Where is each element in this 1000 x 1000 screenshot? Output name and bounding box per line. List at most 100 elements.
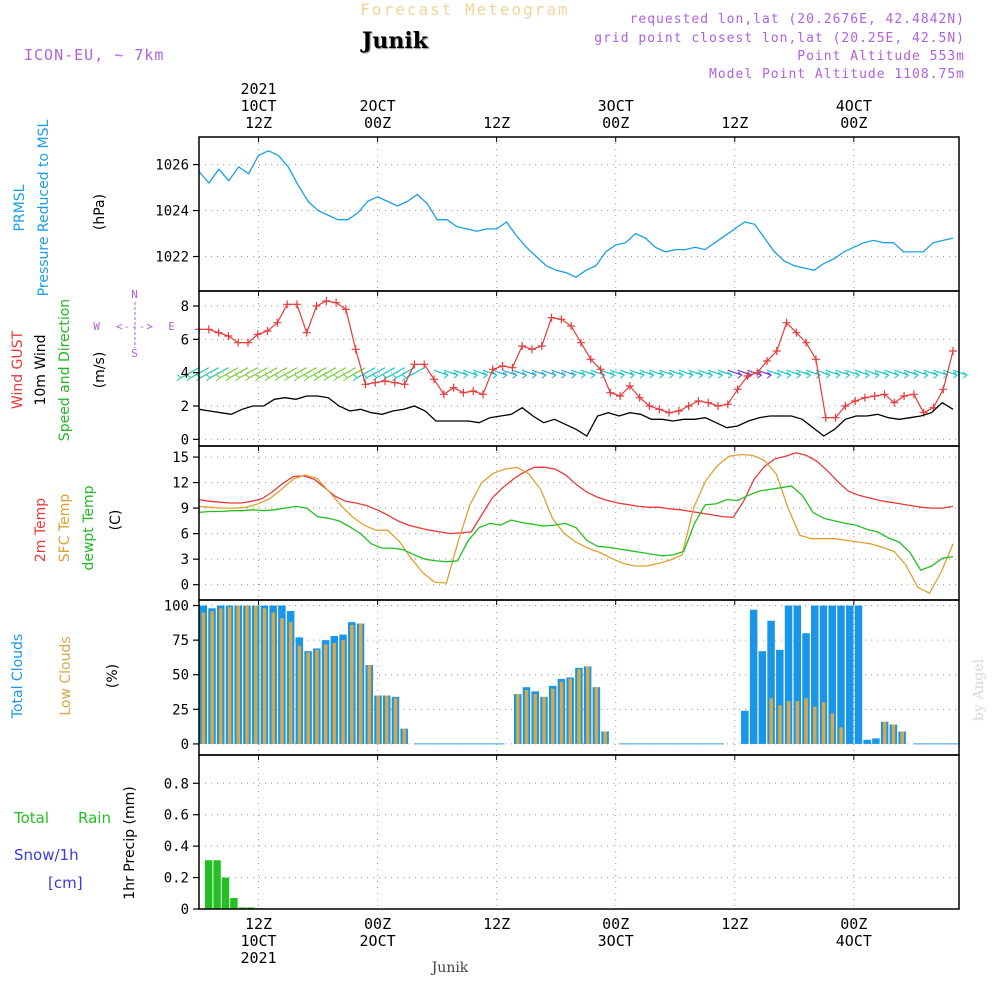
wind-direction-arrow <box>463 369 479 379</box>
bottom-time-label: 2021 <box>240 949 276 967</box>
clouds-ytick-label: 50 <box>172 668 189 684</box>
wind-direction-arrow <box>943 369 959 379</box>
total-cloud-bar <box>767 620 775 744</box>
gust-marker <box>420 360 429 369</box>
gust-marker <box>841 402 850 410</box>
gust-marker <box>430 375 439 384</box>
precip-ytick-label: 0 <box>181 902 189 918</box>
low-cloud-bar <box>288 622 293 744</box>
gust-marker <box>782 318 791 327</box>
top-time-label: 00Z <box>602 114 629 132</box>
low-cloud-bar <box>830 713 835 744</box>
top-time-label: 12Z <box>483 114 510 132</box>
gust-marker <box>214 328 223 337</box>
gust-marker <box>665 408 674 417</box>
wind-direction-arrow <box>502 369 518 379</box>
gust-marker <box>753 368 762 377</box>
gridpoint-lonlat: grid point closest lon,lat (20.25E, 42.5… <box>594 31 965 46</box>
low-cloud-bar <box>900 731 904 744</box>
tick-labels: 1022 1024 1026 0 2 4 6 8 0 3 6 9 12 15 0 25 50 75 100 0 0.2 0… <box>155 137 855 918</box>
gust-marker <box>459 388 468 397</box>
gust-marker <box>635 393 644 402</box>
wind-direction-arrow <box>786 369 802 379</box>
wind-direction-arrow <box>215 367 239 382</box>
bottom-time-label: 00Z <box>364 915 391 933</box>
wind-direction-arrow <box>443 369 459 379</box>
low-cloud-bar <box>559 681 564 744</box>
low-cloud-bar <box>341 640 345 744</box>
wind-direction-arrow <box>874 369 890 379</box>
wind-direction-arrow <box>294 367 317 382</box>
wind-direction-arrow <box>825 369 841 379</box>
gust-marker <box>263 327 272 335</box>
wind-direction-arrow <box>629 369 645 379</box>
temp2m-label: 2m Temp <box>33 498 49 562</box>
low-cloud-bar <box>350 624 354 744</box>
gust-marker <box>410 360 419 369</box>
compass-w: W <box>93 320 101 333</box>
precip-panel-labels: Total Rain Snow/1h [cm] 1hr Precip (mm) <box>13 786 138 899</box>
gust-marker <box>322 297 331 305</box>
rain-bar <box>238 907 246 909</box>
low-cloud-bar <box>585 666 590 744</box>
dewpt-line <box>198 485 954 572</box>
wind-direction-arrow <box>668 369 684 379</box>
precip-frame <box>198 754 960 910</box>
precip-ytick-label: 0.2 <box>164 871 189 887</box>
wind-direction-arrow <box>206 367 229 382</box>
wind-direction-arrow <box>923 369 939 379</box>
model-altitude: Model Point Altitude 1108.75m <box>709 67 965 82</box>
low-cloud-bar <box>402 728 407 744</box>
gust-line <box>199 300 954 419</box>
top-time-label: 2021 <box>240 80 276 98</box>
gust-marker <box>576 338 585 347</box>
gust-marker <box>567 322 576 330</box>
wind-direction-arrow <box>235 367 259 382</box>
wind-direction-arrow <box>372 367 396 382</box>
low-cloud-bar <box>393 698 398 744</box>
low-cloud-bar <box>883 721 887 744</box>
wind-ytick-label: 6 <box>181 332 189 348</box>
wind-ytick-label: 8 <box>181 299 189 315</box>
precip-unit: 1hr Precip (mm) <box>122 786 138 899</box>
wind-direction-arrow <box>580 369 596 379</box>
temp-ytick-label: 9 <box>181 501 189 517</box>
wind-direction-arrow <box>176 367 200 382</box>
wind-direction-arrow <box>835 369 851 379</box>
wind-direction-arrow <box>561 369 577 379</box>
gust-marker <box>821 413 830 422</box>
low-cloud-bar <box>280 617 284 744</box>
point-altitude: Point Altitude 553m <box>797 49 965 64</box>
rain-bar <box>230 898 238 909</box>
compass-e: E <box>168 320 176 333</box>
prmsl-label: PRMSL <box>12 184 28 231</box>
wind-direction-arrow <box>698 369 714 379</box>
gust-marker <box>616 392 625 400</box>
temp-ytick-label: 3 <box>181 552 189 568</box>
low-cloud-bar <box>254 605 258 744</box>
low-cloud-bar <box>839 727 843 744</box>
gust-marker <box>890 398 899 407</box>
wind-unit: (m/s) <box>92 352 108 389</box>
wind10m-label: 10m Wind <box>33 334 49 405</box>
compass-s: S <box>131 347 139 360</box>
low-cloud-bar <box>603 731 607 744</box>
wind-direction-arrow <box>492 369 508 379</box>
dewpt-label: dewpt Temp <box>81 485 97 570</box>
rain-bar <box>247 907 255 909</box>
gust-marker <box>880 390 889 399</box>
wind-ytick-label: 2 <box>181 399 189 415</box>
wind-direction-arrow <box>708 369 724 379</box>
bottom-time-label: 00Z <box>840 915 867 933</box>
bottom-time-label: 12Z <box>721 915 748 933</box>
wind-direction-arrow <box>392 367 415 382</box>
low-cloud-bar <box>245 605 249 744</box>
wind-direction-arrow <box>884 369 900 379</box>
gust-marker <box>694 397 703 405</box>
low-cloud-bar <box>568 678 573 744</box>
temp-ytick-label: 12 <box>172 476 189 492</box>
pressure-frame <box>198 136 960 292</box>
gust-marker <box>224 332 233 340</box>
bottom-time-label: 12Z <box>245 915 272 933</box>
